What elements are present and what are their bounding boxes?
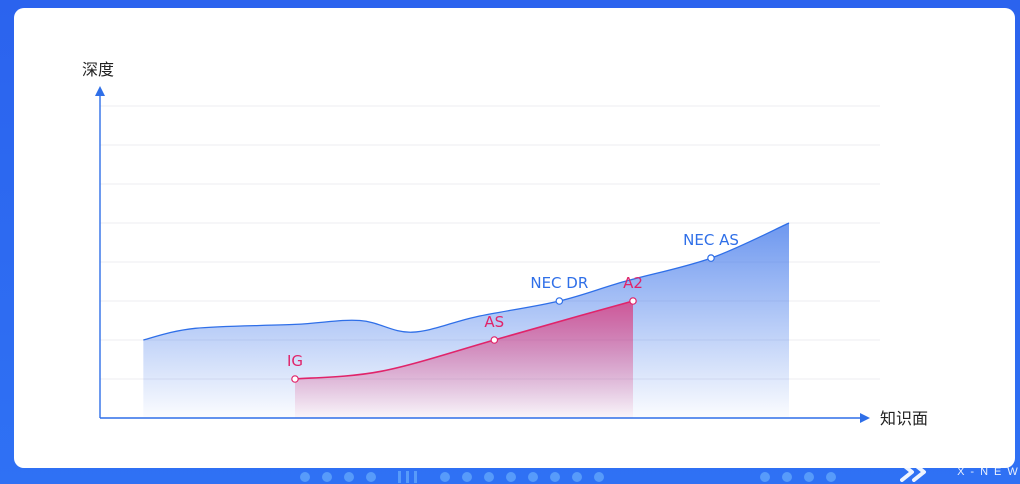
decor-dot — [528, 472, 538, 482]
decor-dot — [300, 472, 310, 482]
pink-series-line — [294, 300, 634, 380]
decor-dot — [826, 472, 836, 482]
pink-marker-1 — [291, 375, 299, 383]
decor-dot — [506, 472, 516, 482]
chart-card: 深度 知识面 NEC DR NEC AS IG AS A2 — [14, 8, 1015, 468]
decor-bar — [414, 471, 417, 483]
data-labels: NEC DR NEC AS IG AS A2 — [287, 231, 739, 370]
decor-dot — [760, 472, 770, 482]
y-axis-label: 深度 — [82, 60, 114, 79]
blue-series-line — [143, 222, 790, 341]
x-axis-label: 知识面 — [880, 409, 928, 428]
depth-knowledge-chart: 深度 知识面 NEC DR NEC AS IG AS A2 — [82, 60, 928, 428]
y-axis-arrow-icon — [95, 86, 105, 96]
decor-dot — [366, 472, 376, 482]
blue-data-label-1: NEC DR — [530, 274, 588, 292]
decorative-bottom-strip — [0, 468, 1020, 484]
decor-dot — [440, 472, 450, 482]
decor-bar — [406, 471, 409, 483]
blue-marker-1 — [555, 297, 564, 305]
pink-series-area — [295, 301, 633, 418]
data-markers — [291, 254, 715, 383]
decor-dot — [572, 472, 582, 482]
brand-logo: X-NEW — [900, 460, 1020, 484]
decor-dot — [344, 472, 354, 482]
decor-dot — [550, 472, 560, 482]
decor-dot — [782, 472, 792, 482]
decor-dot — [804, 472, 814, 482]
blue-marker-2 — [707, 254, 715, 262]
decor-dot — [322, 472, 332, 482]
pink-data-label-2: AS — [484, 313, 504, 331]
brand-logo-text: X-NEW — [957, 466, 1020, 478]
decor-dot — [484, 472, 494, 482]
decor-dot — [594, 472, 604, 482]
pink-marker-2 — [490, 336, 499, 344]
x-new-logo-icon — [900, 462, 926, 483]
pink-marker-3 — [629, 297, 637, 305]
pink-data-label-3: A2 — [623, 274, 643, 292]
decor-dot — [462, 472, 472, 482]
decor-bar — [398, 471, 401, 483]
x-axis-arrow-icon — [860, 413, 870, 423]
blue-data-label-2: NEC AS — [683, 231, 739, 249]
pink-data-label-1: IG — [287, 352, 303, 370]
